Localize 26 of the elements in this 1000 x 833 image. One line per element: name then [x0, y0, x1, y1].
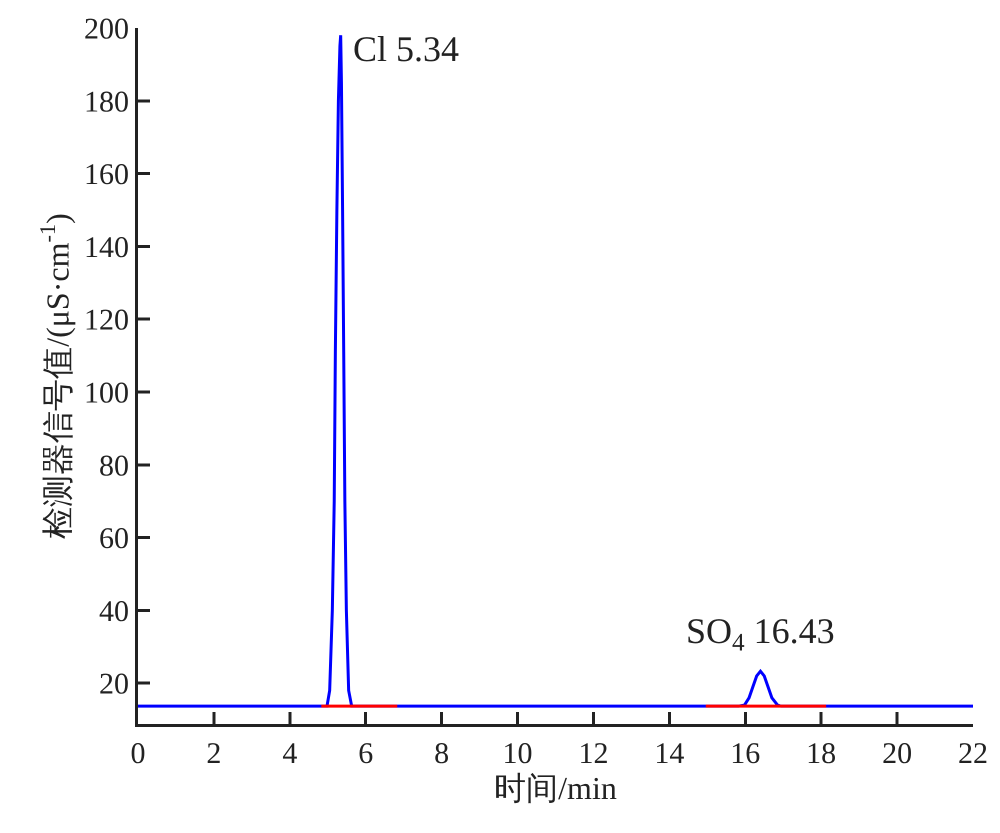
y-tick-label: 140 [84, 230, 129, 264]
x-tick-label: 4 [282, 737, 298, 770]
annotation: SO$_{4}$ 16.43 [686, 611, 835, 657]
x-axis-title: 时间/min [494, 770, 617, 806]
x-tick-label: 20 [882, 737, 912, 770]
x-tick-label: 10 [502, 737, 533, 770]
y-tick-label: 100 [84, 376, 129, 410]
x-tick-label: 0 [130, 737, 146, 770]
y-tick-label: 40 [99, 594, 129, 628]
y-tick-label: 180 [84, 85, 129, 118]
y-tick-label: 200 [84, 12, 129, 46]
x-tick-label: 8 [434, 737, 450, 770]
x-tick-label: 14 [654, 737, 684, 770]
line-series [138, 34, 973, 708]
x-tick-label: 16 [730, 737, 760, 770]
x-tick-label: 2 [206, 737, 222, 770]
x-tick-label: 22 [958, 737, 988, 770]
y-tick-label: 60 [99, 522, 129, 556]
x-tick-label: 12 [578, 737, 608, 770]
y-tick-label: 80 [99, 449, 129, 482]
y-tick-label: 20 [99, 668, 129, 701]
x-tick-label: 18 [806, 737, 836, 770]
annotation: Cl 5.34 [353, 29, 460, 69]
y-tick-label: 120 [84, 304, 129, 337]
x-tick-label: 6 [358, 737, 374, 770]
y-tick-label: 160 [84, 158, 129, 192]
